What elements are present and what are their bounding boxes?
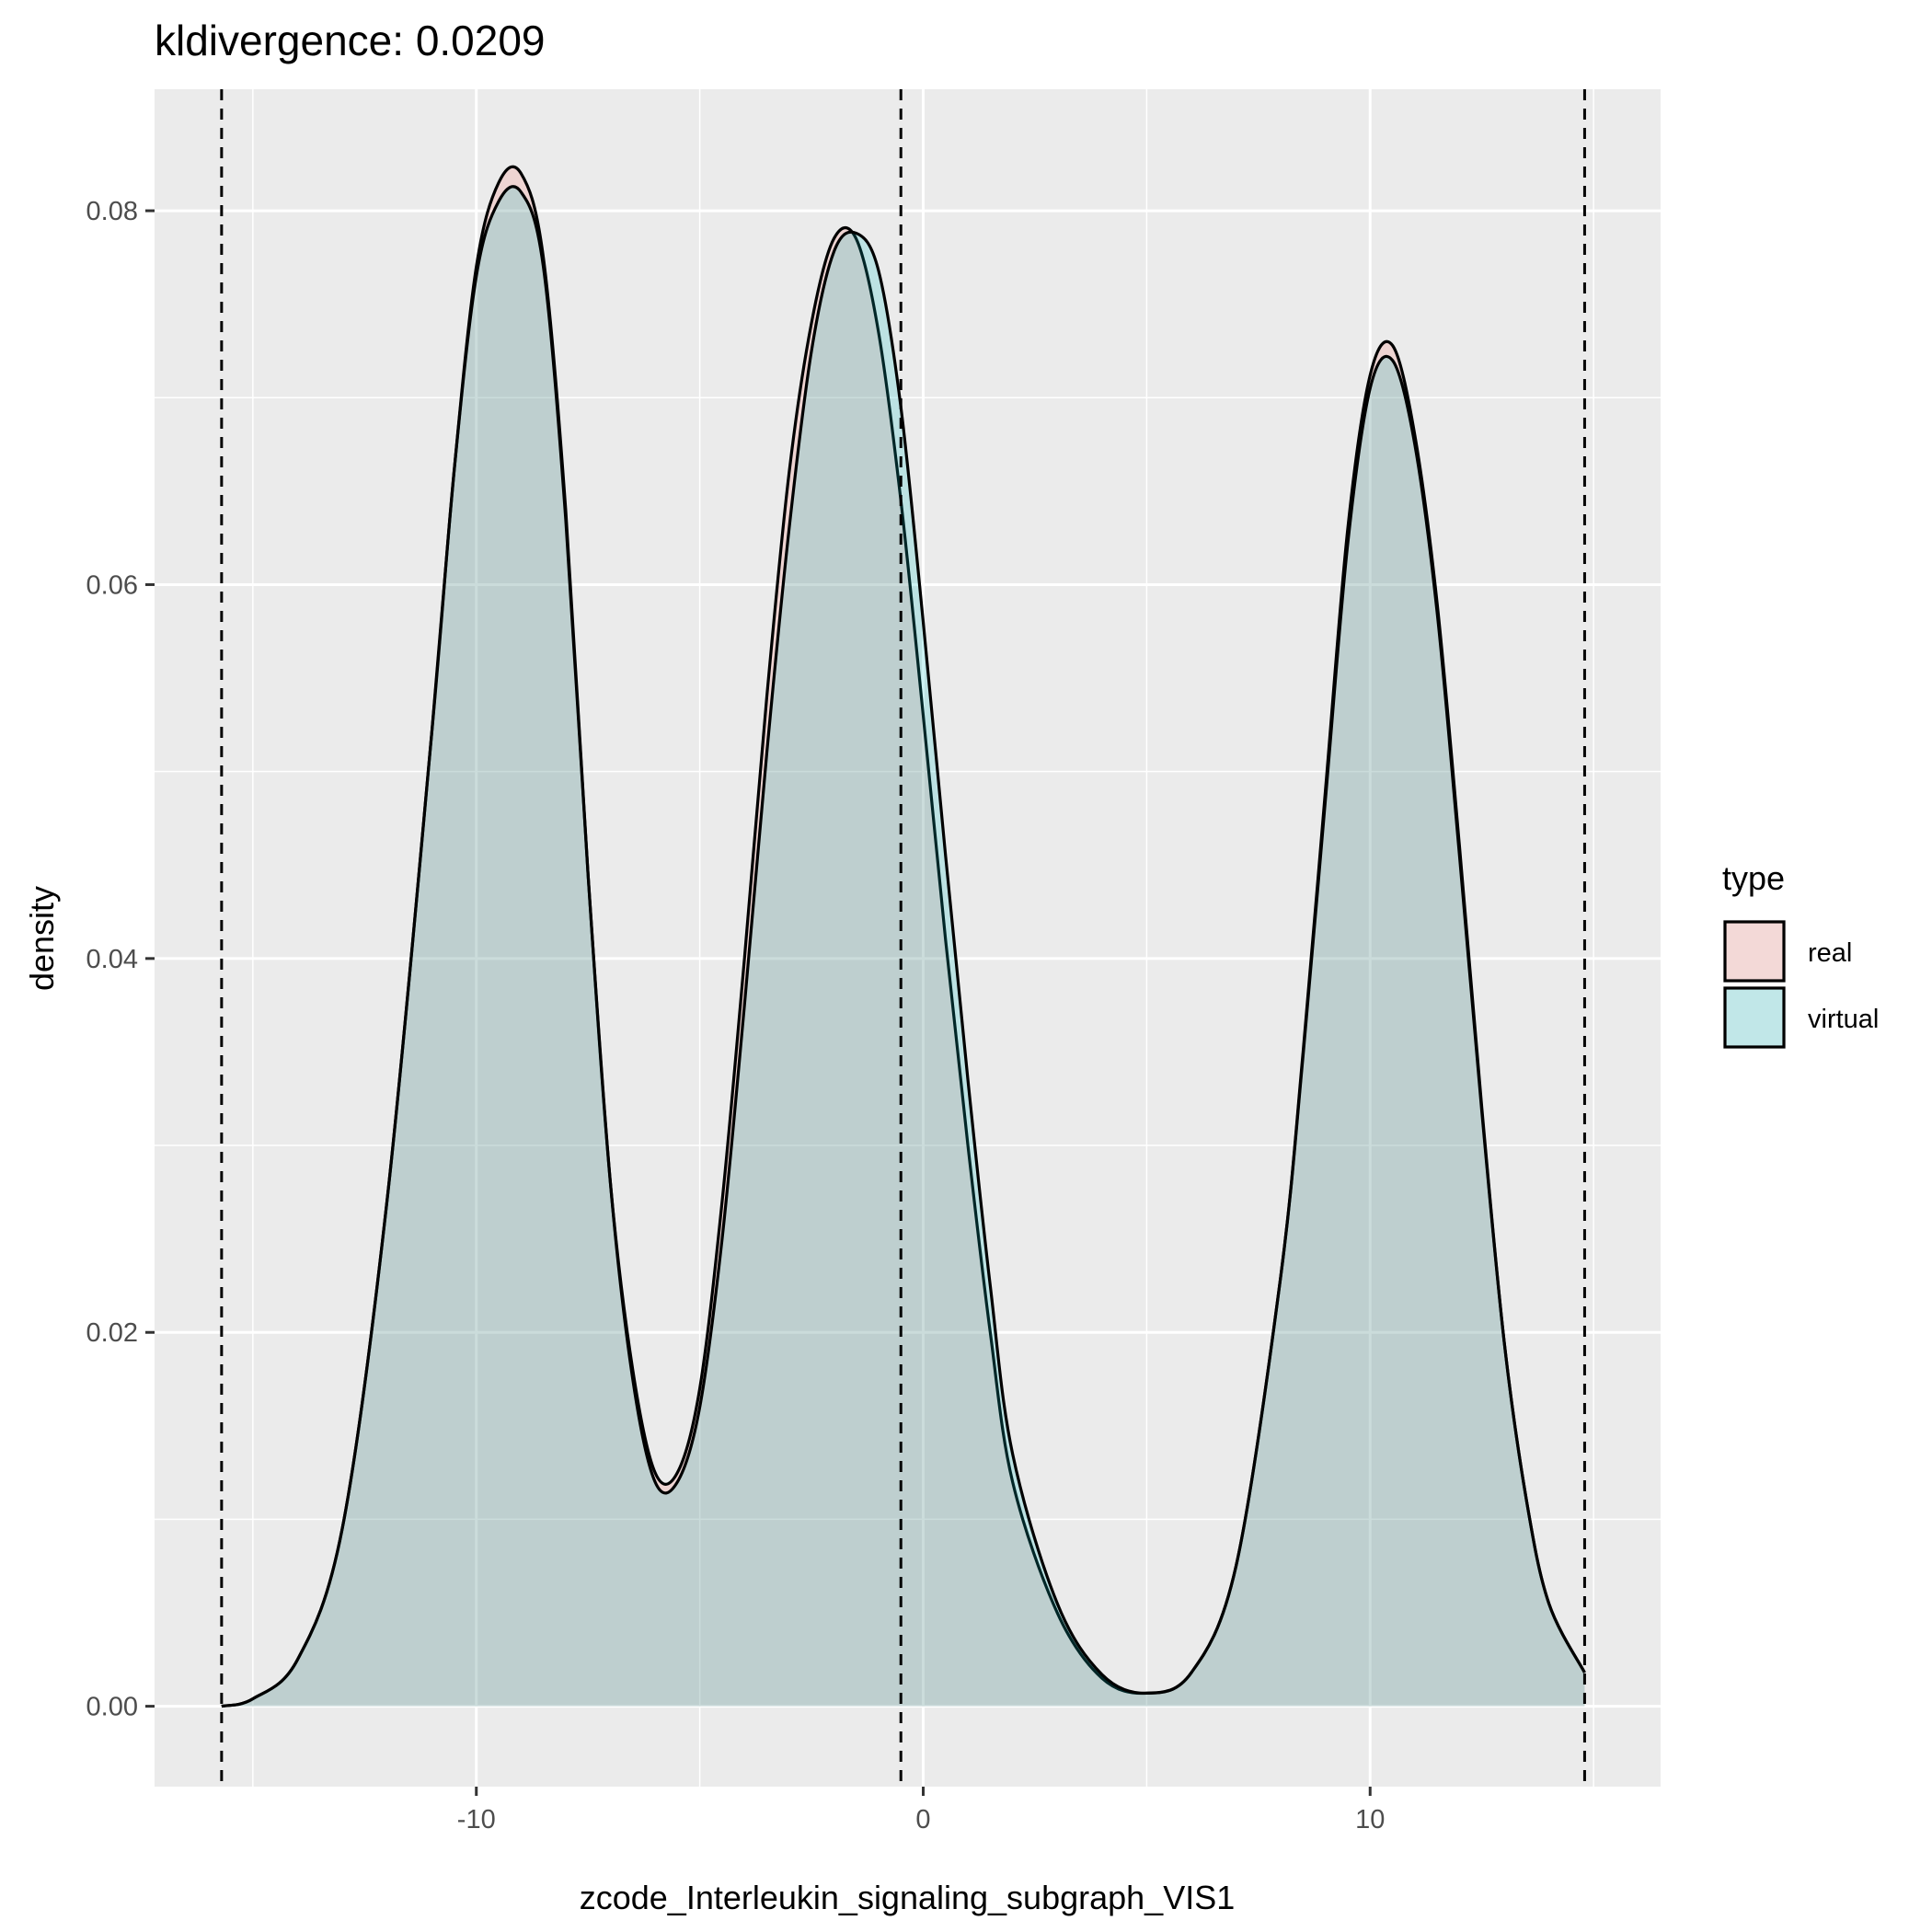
density-series xyxy=(221,165,1586,1708)
y-tick-label: 0.04 xyxy=(86,945,138,974)
legend-key-bg xyxy=(1723,986,1786,1049)
y-tick-label: 0.08 xyxy=(86,197,138,226)
legend-label-virtual: virtual xyxy=(1808,1005,1879,1034)
legend-items: real virtual xyxy=(1723,920,1879,1049)
plot-panel xyxy=(155,89,1661,1787)
density-line-real xyxy=(221,165,1586,1708)
minor-gridlines xyxy=(155,89,1661,1787)
density-area-virtual xyxy=(221,186,1585,1707)
x-tick-label: 10 xyxy=(1355,1805,1385,1834)
legend-swatch-real xyxy=(1723,920,1786,983)
x-axis-title: zcode_Interleukin_signaling_subgraph_VIS… xyxy=(580,1879,1236,1916)
x-tick-label: 0 xyxy=(915,1805,930,1834)
legend-key-bg xyxy=(1723,920,1786,983)
chart-title: kldivergence: 0.0209 xyxy=(155,17,546,64)
y-axis-ticks: 0.00 0.02 0.04 0.06 0.08 xyxy=(86,197,155,1722)
y-tick-label: 0.02 xyxy=(86,1318,138,1348)
y-tick-label: 0.06 xyxy=(86,570,138,600)
x-axis-ticks: -10 0 10 xyxy=(457,1787,1385,1834)
x-tick-label: -10 xyxy=(457,1805,496,1834)
density-line-virtual xyxy=(221,185,1586,1708)
legend: type real virtual xyxy=(1722,859,1879,1049)
legend-swatch-virtual xyxy=(1723,986,1786,1049)
legend-label-real: real xyxy=(1808,938,1852,968)
y-axis-title: density xyxy=(23,886,61,991)
density-area-real xyxy=(221,167,1585,1707)
dashed-reference-lines xyxy=(220,89,1586,1787)
legend-title: type xyxy=(1722,859,1785,897)
y-tick-label: 0.00 xyxy=(86,1693,138,1722)
